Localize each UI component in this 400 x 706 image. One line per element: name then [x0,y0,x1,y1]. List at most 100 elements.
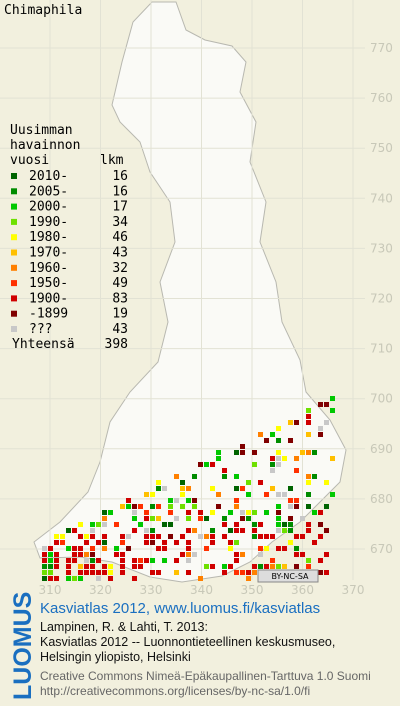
observation-square [132,528,137,533]
observation-square [222,522,227,527]
observation-square [102,510,107,515]
luomus-logo: LUOMUS [9,592,37,700]
observation-square [138,558,143,563]
observation-square [318,570,323,575]
observation-square [54,534,59,539]
observation-square [282,564,287,569]
observation-square [180,552,185,557]
observation-square [276,516,281,521]
observation-square [318,558,323,563]
observation-square [300,534,305,539]
observation-square [186,546,191,551]
observation-square [90,528,95,533]
observation-square [144,510,149,515]
northing-label: 670 [370,542,393,556]
observation-square [60,540,65,545]
observation-square [276,426,281,431]
easting-label: 310 [39,583,62,597]
observation-square [306,450,311,455]
observation-square [300,516,305,521]
observation-square [108,510,113,515]
northing-label: 680 [370,492,393,506]
observation-square [84,558,89,563]
observation-square [276,492,281,497]
observation-square [174,474,179,479]
observation-square [270,486,275,491]
observation-square [192,474,197,479]
observation-square [108,576,113,581]
observation-square [270,456,275,461]
observation-square [90,522,95,527]
observation-square [252,534,257,539]
observation-square [54,558,59,563]
observation-square [42,546,47,551]
legend-swatch [11,234,17,241]
observation-square [240,444,245,449]
observation-square [78,552,83,557]
observation-square [312,540,317,545]
observation-square [330,396,335,401]
observation-square [252,528,257,533]
observation-square [306,408,311,413]
species-title: Chimaphila [4,3,82,18]
observation-square [324,528,329,533]
observation-square [168,522,173,527]
license-link[interactable]: http://creativecommons.org/licenses/by-n… [40,684,310,698]
observation-square [306,558,311,563]
atlas-link[interactable]: Kasviatlas 2012, www.luomus.fi/kasviatla… [40,600,320,617]
observation-square [270,564,275,569]
observation-square [318,432,323,437]
legend-label: 1950- [29,276,68,291]
observation-square [120,570,125,575]
observation-square [144,558,149,563]
observation-square [90,546,95,551]
legend-swatch [11,264,17,271]
northing-label: 710 [370,342,393,356]
observation-square [192,498,197,503]
observation-square [186,528,191,533]
observation-square [126,546,131,551]
license: Creative Commons Nimeä-Epäkaupallinen-Ta… [40,669,371,683]
observation-square [102,516,107,521]
observation-square [144,540,149,545]
legend-label: 2005- [29,184,68,199]
observation-square [84,552,89,557]
observation-square [258,534,263,539]
observation-square [210,510,215,515]
observation-square [228,546,233,551]
observation-square [72,528,77,533]
observation-square [192,528,197,533]
observation-square [96,570,101,575]
observation-square [102,570,107,575]
observation-square [276,456,281,461]
observation-square [174,558,179,563]
observation-square [42,558,47,563]
observation-square [204,516,209,521]
observation-square [210,528,215,533]
observation-square [324,420,329,425]
observation-square [246,570,251,575]
observation-square [174,498,179,503]
legend-heading: Uusimman [10,123,73,138]
observation-square [186,498,191,503]
observation-square [186,510,191,515]
legend-heading: havainnon [10,138,80,153]
observation-square [294,552,299,557]
observation-square [120,564,125,569]
observation-square [234,540,239,545]
observation-square [150,504,155,509]
observation-square [234,498,239,503]
observation-square [228,540,233,545]
observation-square [258,564,263,569]
observation-square [120,558,125,563]
legend-label: 2010- [29,169,68,184]
observation-square [306,522,311,527]
observation-square [234,570,239,575]
observation-square [132,516,137,521]
legend-total-label: Yhteensä [12,337,75,352]
observation-square [258,552,263,557]
observation-square [222,468,227,473]
observation-square [318,534,323,539]
observation-square [150,492,155,497]
legend-label: -1899 [29,307,68,322]
